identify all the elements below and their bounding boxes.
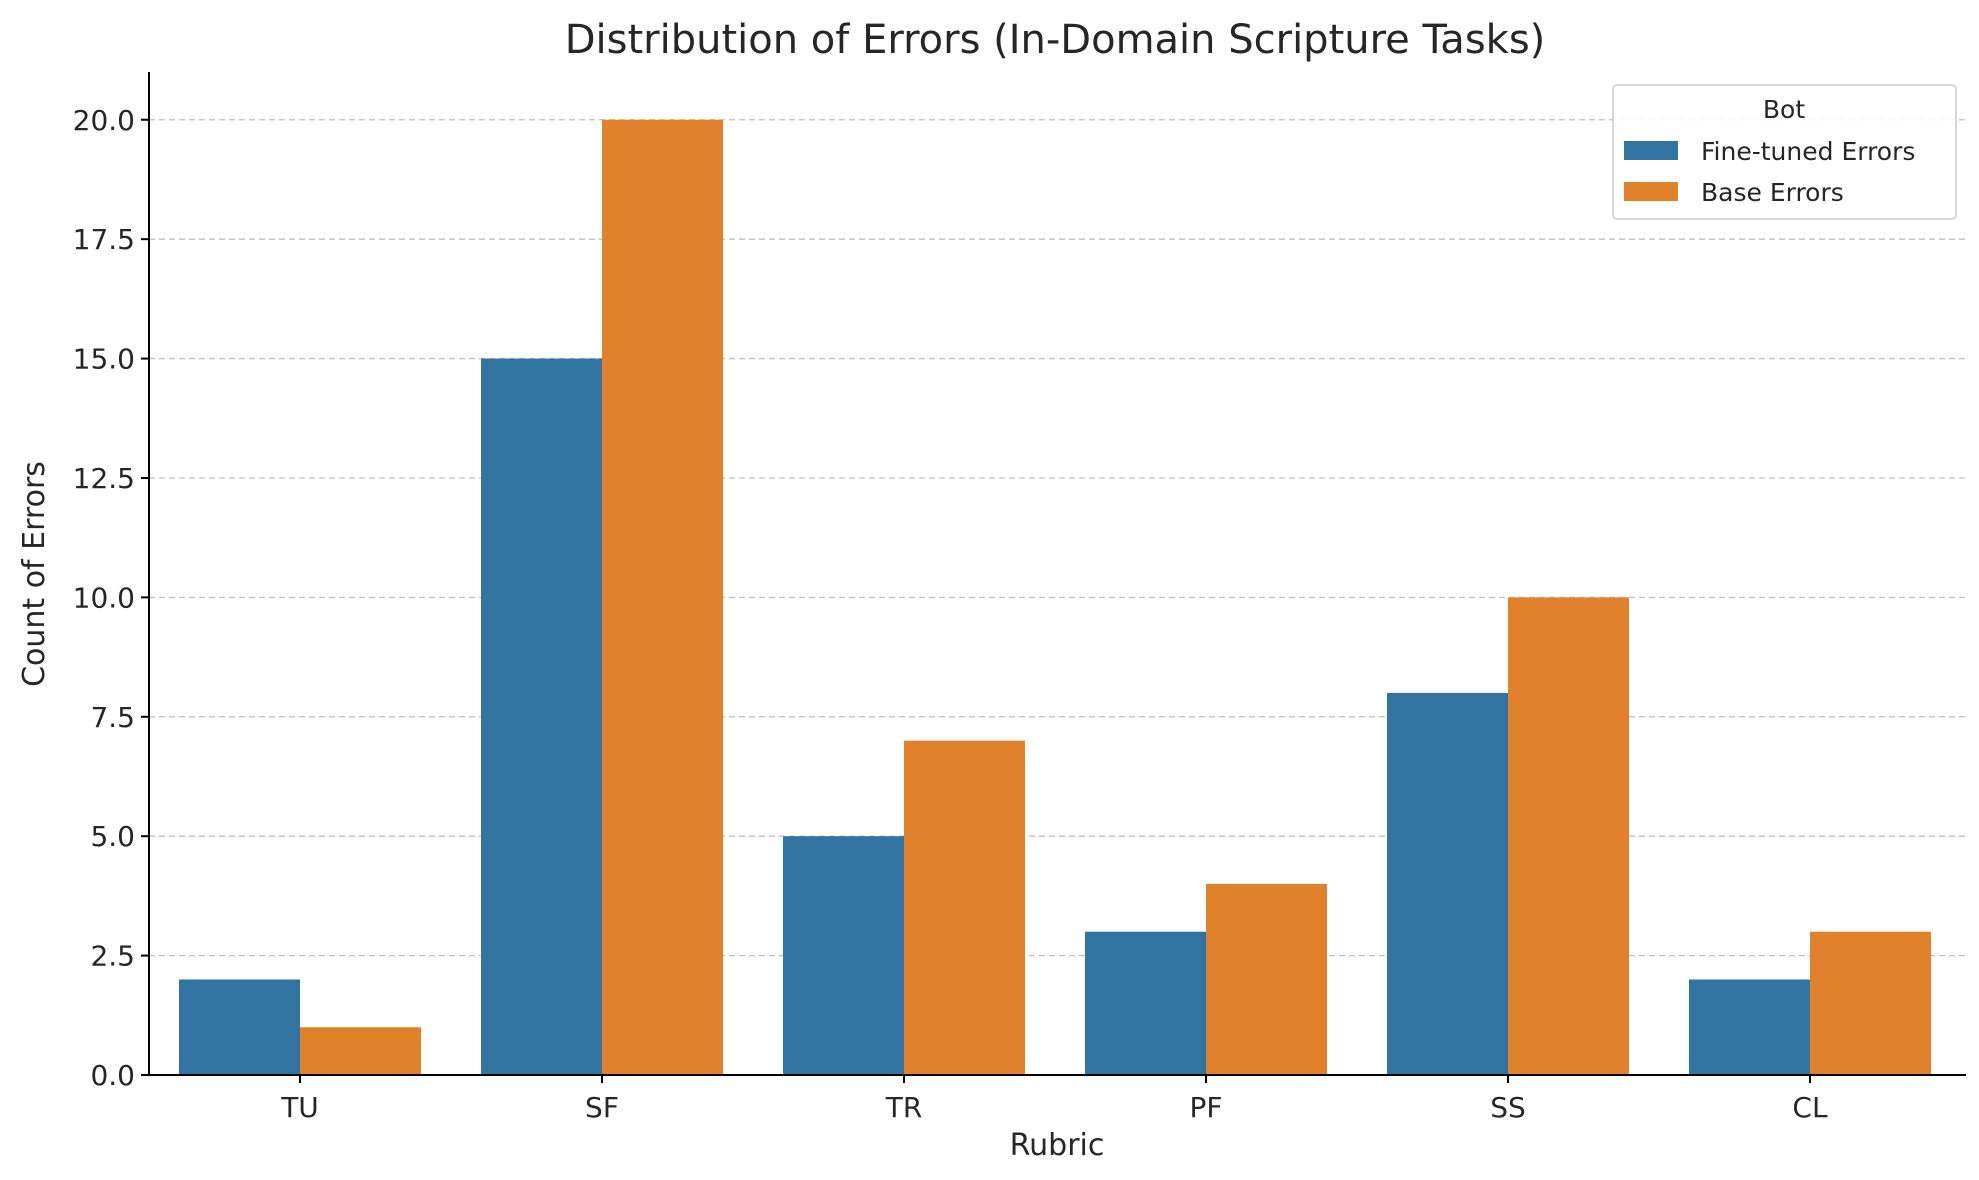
x-tick-label: TU (280, 1091, 319, 1124)
x-tick-label: PF (1190, 1091, 1223, 1124)
x-tick-label: SF (585, 1091, 619, 1124)
gridlines (149, 119, 1966, 957)
bar-pf-base (1206, 883, 1327, 1075)
legend-box (1612, 84, 1957, 220)
y-tick-label: 17.5 (73, 223, 135, 256)
legend: Bot Fine-tuned Errors Base Errors (1612, 84, 1957, 220)
bars (179, 119, 1931, 1076)
y-tick-label: 15.0 (73, 343, 135, 376)
bar-tu-base (300, 1027, 421, 1075)
bar-cl-fine-tuned (1689, 979, 1810, 1075)
x-tick-label: SS (1490, 1091, 1526, 1124)
bar-sf-fine-tuned (481, 358, 602, 1076)
bar-ss-fine-tuned (1387, 692, 1508, 1075)
bar-cl-base (1810, 931, 1931, 1075)
x-axis-label: Rubric (1010, 1128, 1105, 1163)
y-tick-label: 10.0 (73, 581, 135, 614)
bar-tr-base (904, 740, 1025, 1075)
y-tick-label: 0.0 (90, 1059, 135, 1092)
legend-swatch-fine-tuned (1624, 141, 1678, 160)
x-ticks: TU SF TR PF SS CL (280, 1075, 1828, 1124)
legend-title: Bot (1763, 95, 1805, 124)
bar-ss-base (1508, 597, 1629, 1075)
bar-pf-fine-tuned (1085, 931, 1206, 1075)
x-tick-label: TR (885, 1091, 923, 1124)
y-tick-label: 5.0 (90, 820, 135, 853)
y-tick-label: 2.5 (90, 940, 135, 973)
legend-label-base: Base Errors (1701, 178, 1844, 207)
bar-tu-fine-tuned (179, 979, 300, 1075)
bar-sf-base (602, 119, 723, 1075)
bar-tr-fine-tuned (783, 836, 904, 1075)
y-tick-label: 7.5 (90, 701, 135, 734)
legend-swatch-base (1624, 182, 1678, 201)
legend-label-fine-tuned: Fine-tuned Errors (1701, 137, 1915, 166)
chart-title: Distribution of Errors (In-Domain Script… (565, 17, 1546, 63)
y-axis-label: Count of Errors (17, 461, 52, 687)
x-tick-label: CL (1792, 1091, 1828, 1124)
y-ticks: 0.0 2.5 5.0 7.5 10.0 12.5 15.0 17.5 20.0 (73, 104, 149, 1092)
y-tick-label: 12.5 (73, 462, 135, 495)
y-tick-label: 20.0 (73, 104, 135, 137)
